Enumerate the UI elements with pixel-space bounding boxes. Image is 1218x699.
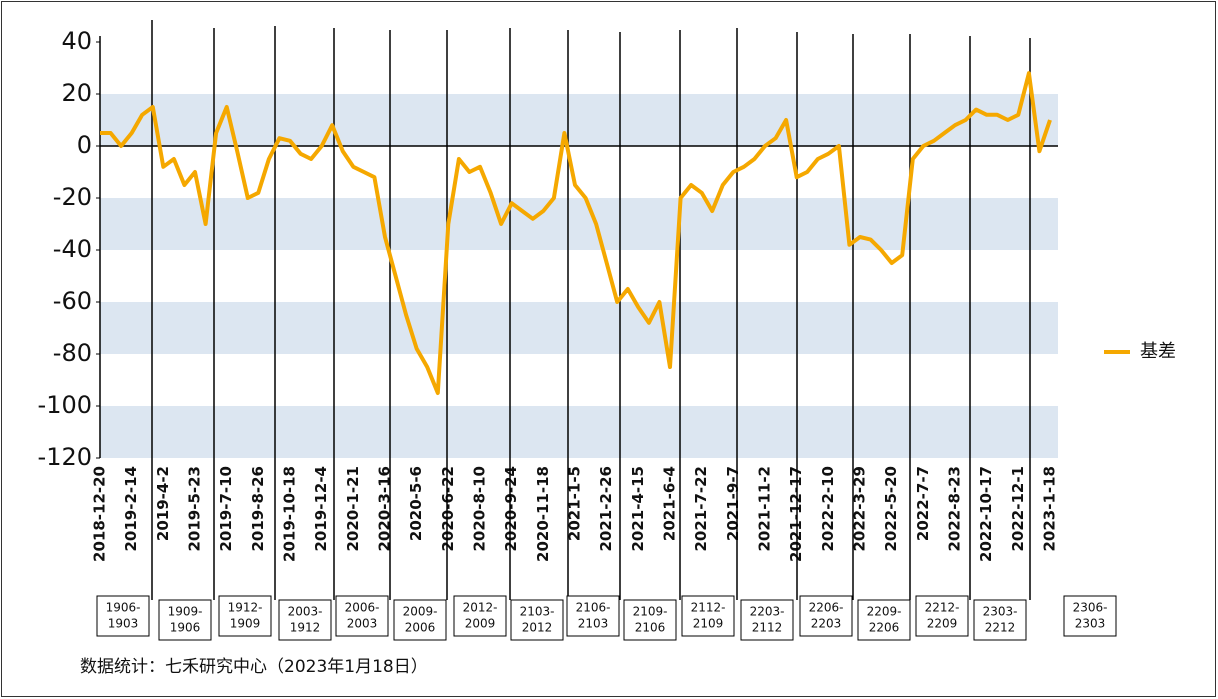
source-note: 数据统计：七禾研究中心（2023年1月18日） [80,657,428,677]
grid-band [100,406,1058,458]
contract-box [915,595,969,637]
contract-label: 2106- [576,601,611,615]
contract-label: 2109- [633,605,668,619]
contract-label: 2003 [347,617,378,631]
x-tick-label: 2019-5-23 [186,466,204,552]
x-tick-label: 2019-12-4 [312,466,330,552]
contract-label: 1912 [290,621,321,635]
legend-label: 基差 [1140,341,1176,362]
contract-label: 1903 [108,617,139,631]
y-tick-label: 20 [61,79,92,107]
contract-label: 2112- [691,601,726,615]
contract-label: 2303- [983,605,1018,619]
x-tick-label: 2019-7-10 [217,466,235,552]
x-tick-label: 2019-8-26 [249,466,267,552]
contract-label: 1909- [168,605,203,619]
x-tick-label: 2021-6-4 [661,466,679,541]
contract-label: 2109 [693,617,724,631]
y-tick-label: -40 [53,235,92,263]
contract-label: 2012 [522,621,553,635]
contract-box [158,599,212,641]
contract-box [799,595,853,637]
grid-band [100,302,1058,354]
x-tick-label: 2021-9-7 [724,466,742,541]
contract-box [393,599,447,641]
contract-label: 2103 [578,617,609,631]
x-tick-label: 2022-3-29 [851,466,869,552]
contract-label: 2103- [520,605,555,619]
x-tick-label: 2020-9-24 [502,466,520,552]
y-tick-label: 0 [77,131,92,159]
contract-label: 2012- [463,601,498,615]
x-tick-label: 2020-1-21 [344,466,362,552]
contract-box [510,599,564,641]
contract-box [857,599,911,641]
y-tick-label: -80 [53,339,92,367]
y-tick-label: -20 [53,183,92,211]
x-tick-label: 2023-1-18 [1041,466,1059,552]
contract-label: 2003- [288,605,323,619]
contract-label: 1906 [170,621,201,635]
series-line [100,71,1052,395]
contract-label: 2009 [465,617,496,631]
contract-label: 2206- [809,601,844,615]
contract-label: 2209- [867,605,902,619]
x-tick-label: 2022-12-1 [1009,466,1027,552]
contract-box [96,595,150,637]
contract-label: 2009- [403,605,438,619]
contract-label: 1906- [106,601,141,615]
x-tick-label: 2020-5-6 [407,466,425,541]
contract-label: 2212 [985,621,1016,635]
contract-box [681,595,735,637]
contract-box [566,595,620,637]
contract-label: 1912- [228,601,263,615]
y-tick-label: -120 [38,443,92,471]
contract-label: 2203 [811,617,842,631]
x-tick-label: 2019-2-14 [122,466,140,552]
x-tick-label: 2020-6-22 [439,466,457,552]
contract-box [453,595,507,637]
contract-box [218,595,272,637]
x-tick-label: 2022-2-10 [819,466,837,552]
contract-label: 2212- [925,601,960,615]
contract-box [740,599,794,641]
contract-label: 2303 [1075,617,1106,631]
contract-box [278,599,332,641]
x-tick-label: 2021-2-26 [597,466,615,552]
x-tick-label: 2021-12-17 [787,466,805,562]
contract-label: 2209 [927,617,958,631]
contract-box [973,599,1027,641]
y-tick-label: -60 [53,287,92,315]
grid-band [100,94,1058,146]
x-tick-label: 2020-11-18 [534,466,552,562]
x-tick-label: 2022-8-23 [946,466,964,552]
x-tick-label: 2018-12-20 [91,466,109,562]
contract-box [623,599,677,641]
x-tick-label: 2019-10-18 [281,466,299,562]
x-tick-label: 2022-10-17 [977,466,995,562]
y-tick-label: 40 [61,27,92,55]
x-tick-label: 2022-7-7 [914,466,932,541]
contract-box [335,595,389,637]
x-tick-label: 2021-4-15 [629,466,647,552]
x-tick-label: 2022-5-20 [882,466,900,552]
contract-label: 2206 [869,621,900,635]
x-tick-label: 2020-3-16 [376,466,394,552]
contract-label: 2006- [345,601,380,615]
contract-box [1063,595,1117,637]
x-tick-label: 2020-8-10 [471,466,489,552]
contract-label: 2006 [405,621,436,635]
contract-label: 2203- [750,605,785,619]
x-tick-label: 2021-1-5 [566,466,584,541]
x-tick-label: 2021-7-22 [692,466,710,552]
contract-label: 1909 [230,617,261,631]
x-tick-label: 2019-4-2 [154,466,172,541]
grid-band [100,198,1058,250]
contract-label: 2306- [1073,601,1108,615]
contract-label: 2112 [752,621,783,635]
x-tick-label: 2021-11-2 [756,466,774,552]
y-tick-label: -100 [38,391,92,419]
contract-label: 2106 [635,621,666,635]
